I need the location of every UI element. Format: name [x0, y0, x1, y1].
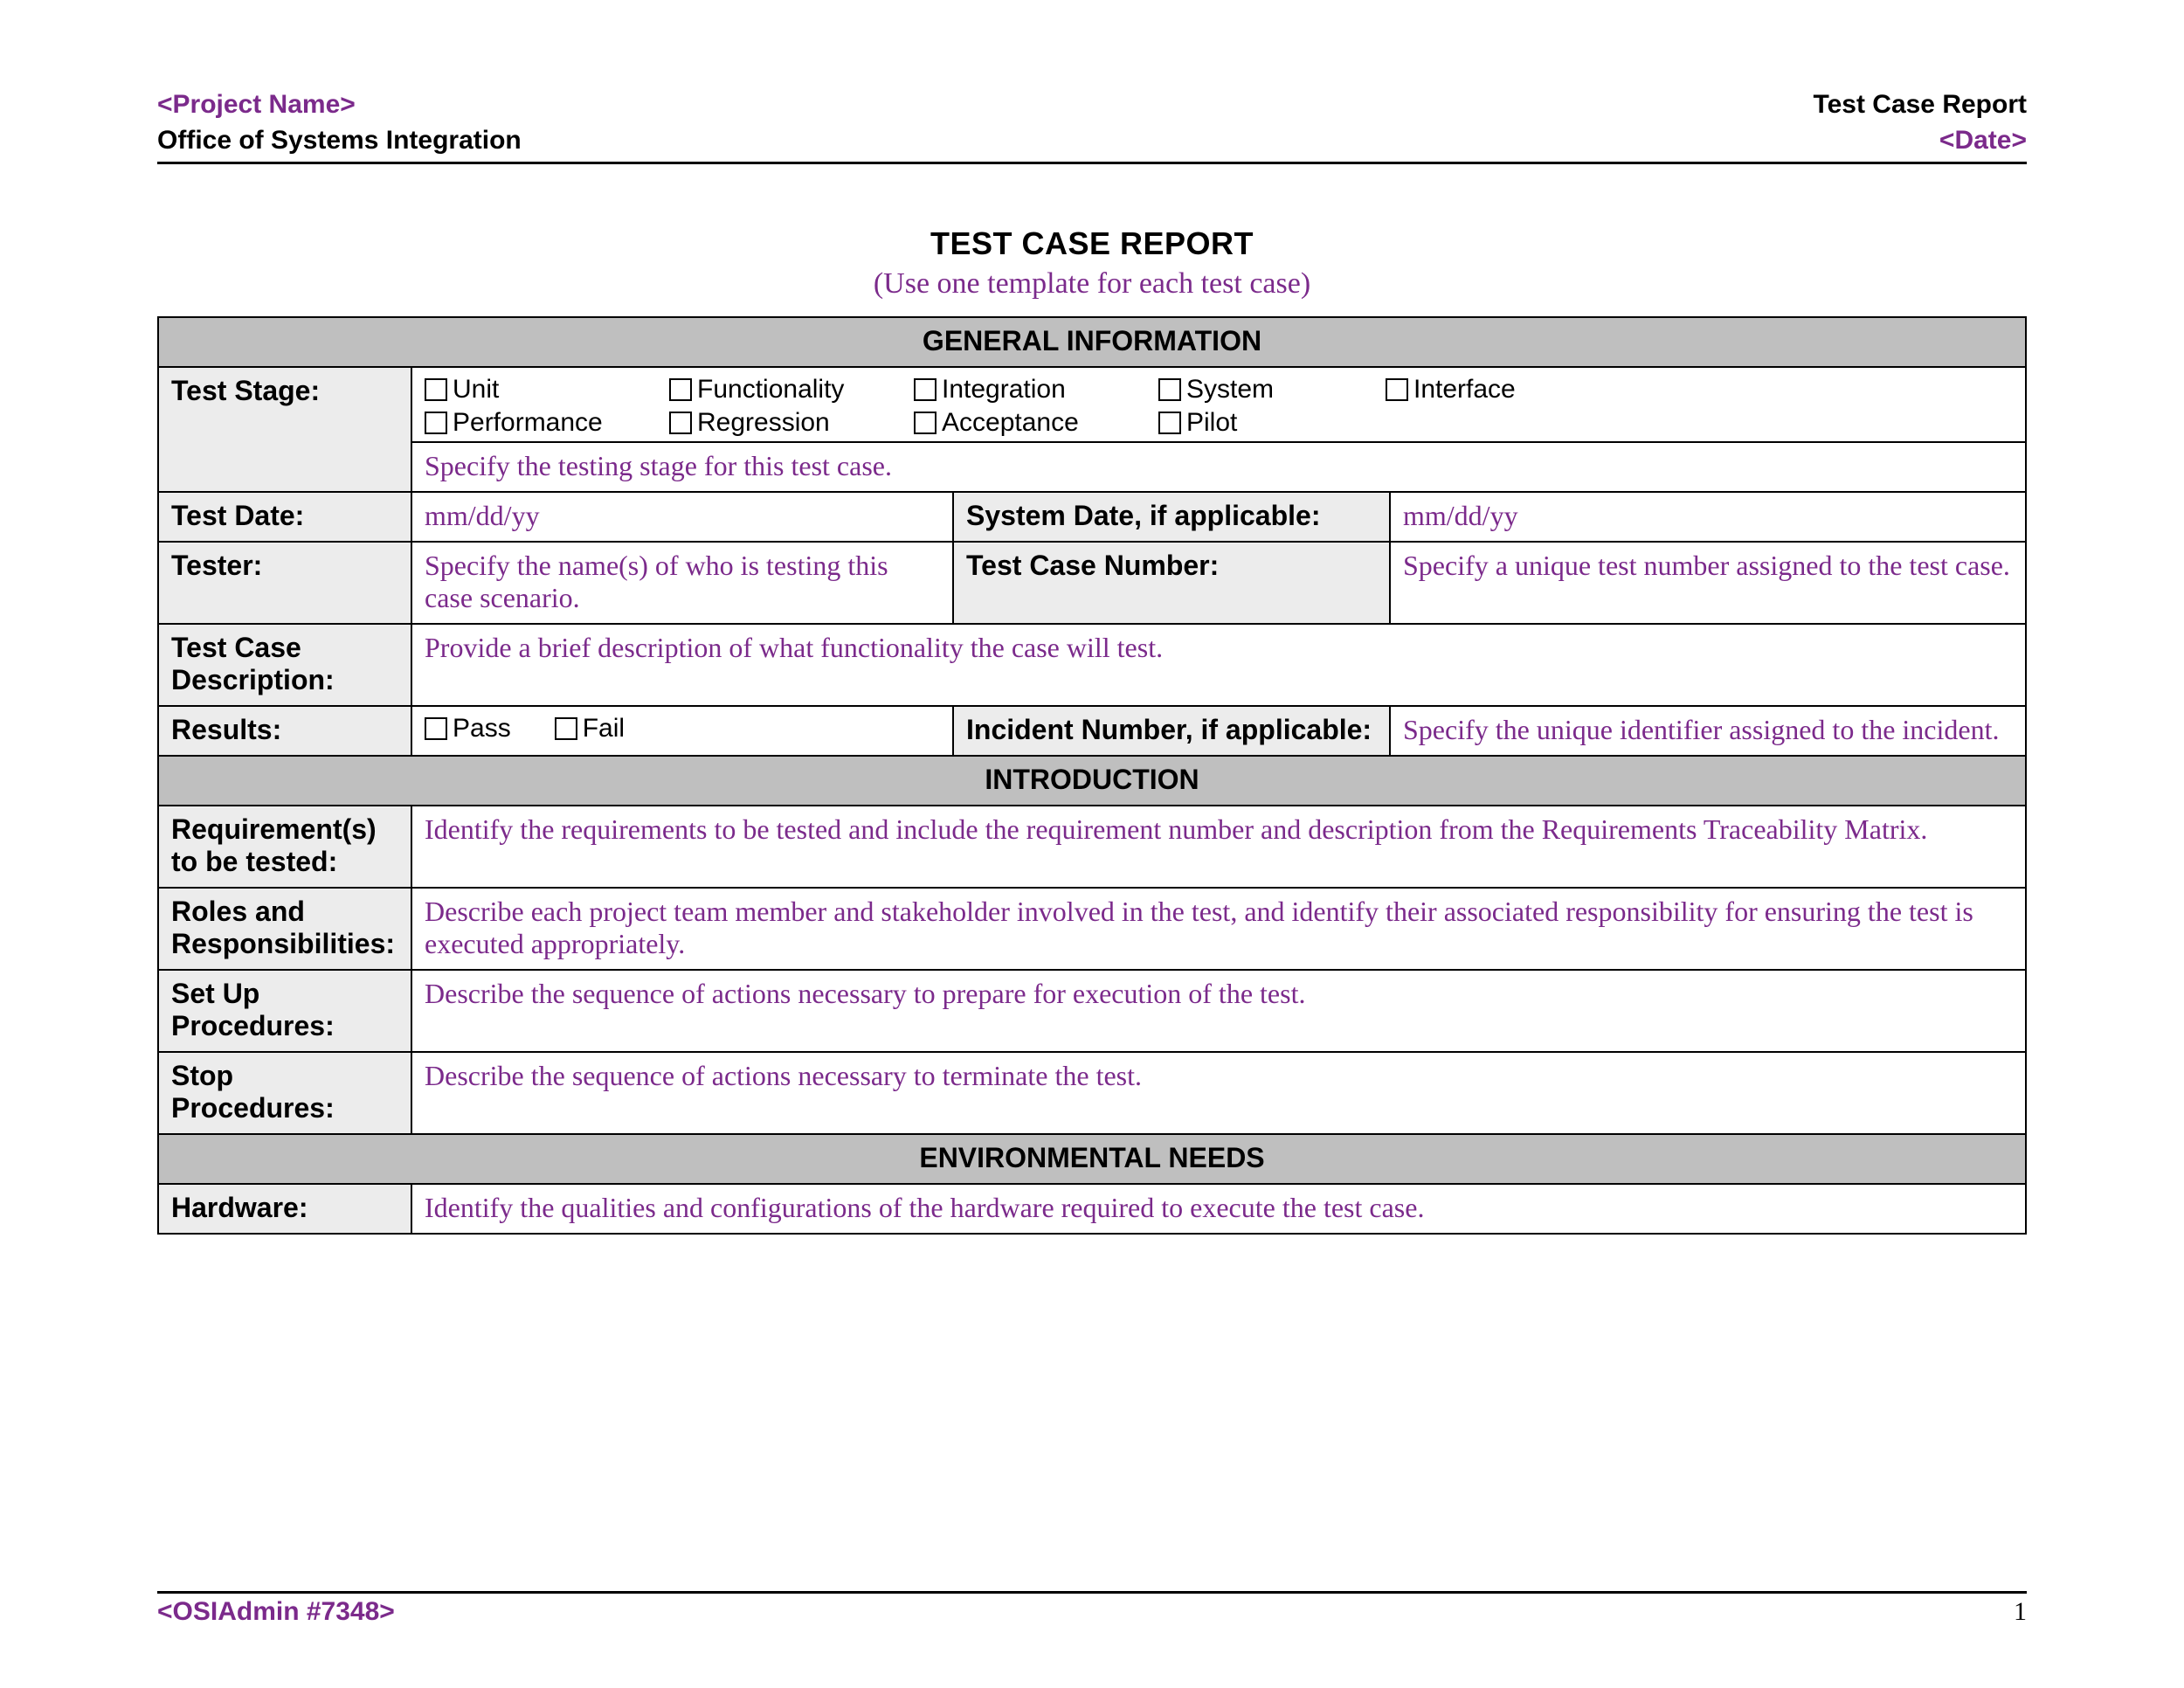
project-name: <Project Name> [157, 87, 522, 123]
title-block: TEST CASE REPORT (Use one template for e… [157, 225, 2027, 301]
label-tester: Tester: [158, 542, 411, 624]
label-hardware: Hardware: [158, 1184, 411, 1234]
label-test-date: Test Date: [158, 492, 411, 542]
checkbox-interface[interactable]: Interface [1386, 375, 1613, 405]
footer-page-number: 1 [2014, 1597, 2027, 1627]
checkbox-pilot[interactable]: Pilot [1158, 408, 1386, 438]
test-stage-options: Unit Functionality Integration System In… [411, 367, 2026, 442]
results-options: Pass Fail [411, 706, 953, 756]
checkbox-system[interactable]: System [1158, 375, 1386, 405]
value-requirements[interactable]: Identify the requirements to be tested a… [411, 806, 2026, 888]
value-case-description[interactable]: Provide a brief description of what func… [411, 624, 2026, 706]
value-stop[interactable]: Describe the sequence of actions necessa… [411, 1052, 2026, 1134]
section-environmental: ENVIRONMENTAL NEEDS [158, 1134, 2026, 1184]
checkbox-fail[interactable]: Fail [555, 714, 625, 744]
checkbox-regression[interactable]: Regression [669, 408, 914, 438]
checkbox-performance[interactable]: Performance [425, 408, 669, 438]
report-label: Test Case Report [1813, 87, 2027, 123]
label-stop: Stop Procedures: [158, 1052, 411, 1134]
checkbox-functionality[interactable]: Functionality [669, 375, 914, 405]
doc-subtitle: (Use one template for each test case) [157, 267, 2027, 301]
label-roles: Roles and Responsibilities: [158, 888, 411, 970]
date-label: <Date> [1939, 123, 2027, 159]
value-roles[interactable]: Describe each project team member and st… [411, 888, 2026, 970]
checkbox-integration[interactable]: Integration [914, 375, 1158, 405]
label-requirements: Requirement(s) to be tested: [158, 806, 411, 888]
checkbox-pass[interactable]: Pass [425, 714, 511, 744]
label-case-description: Test Case Description: [158, 624, 411, 706]
test-stage-hint: Specify the testing stage for this test … [411, 442, 2026, 492]
page-footer: <OSIAdmin #7348> 1 [157, 1591, 2027, 1627]
checkbox-acceptance[interactable]: Acceptance [914, 408, 1158, 438]
value-hardware[interactable]: Identify the qualities and configuration… [411, 1184, 2026, 1234]
office-name: Office of Systems Integration [157, 123, 522, 159]
label-test-stage: Test Stage: [158, 367, 411, 492]
value-incident-number[interactable]: Specify the unique identifier assigned t… [1390, 706, 2026, 756]
label-incident-number: Incident Number, if applicable: [953, 706, 1390, 756]
label-case-number: Test Case Number: [953, 542, 1390, 624]
value-test-date[interactable]: mm/dd/yy [411, 492, 953, 542]
label-results: Results: [158, 706, 411, 756]
label-system-date: System Date, if applicable: [953, 492, 1390, 542]
value-setup[interactable]: Describe the sequence of actions necessa… [411, 970, 2026, 1052]
footer-admin-id: <OSIAdmin #7348> [157, 1597, 395, 1627]
value-case-number[interactable]: Specify a unique test number assigned to… [1390, 542, 2026, 624]
label-setup: Set Up Procedures: [158, 970, 411, 1052]
section-introduction: INTRODUCTION [158, 756, 2026, 806]
value-system-date[interactable]: mm/dd/yy [1390, 492, 2026, 542]
section-general: GENERAL INFORMATION [158, 317, 2026, 367]
value-tester[interactable]: Specify the name(s) of who is testing th… [411, 542, 953, 624]
doc-title: TEST CASE REPORT [157, 225, 2027, 262]
page-header: <Project Name> Office of Systems Integra… [157, 87, 2027, 164]
form-table: GENERAL INFORMATION Test Stage: Unit Fun… [157, 316, 2027, 1235]
checkbox-unit[interactable]: Unit [425, 375, 669, 405]
